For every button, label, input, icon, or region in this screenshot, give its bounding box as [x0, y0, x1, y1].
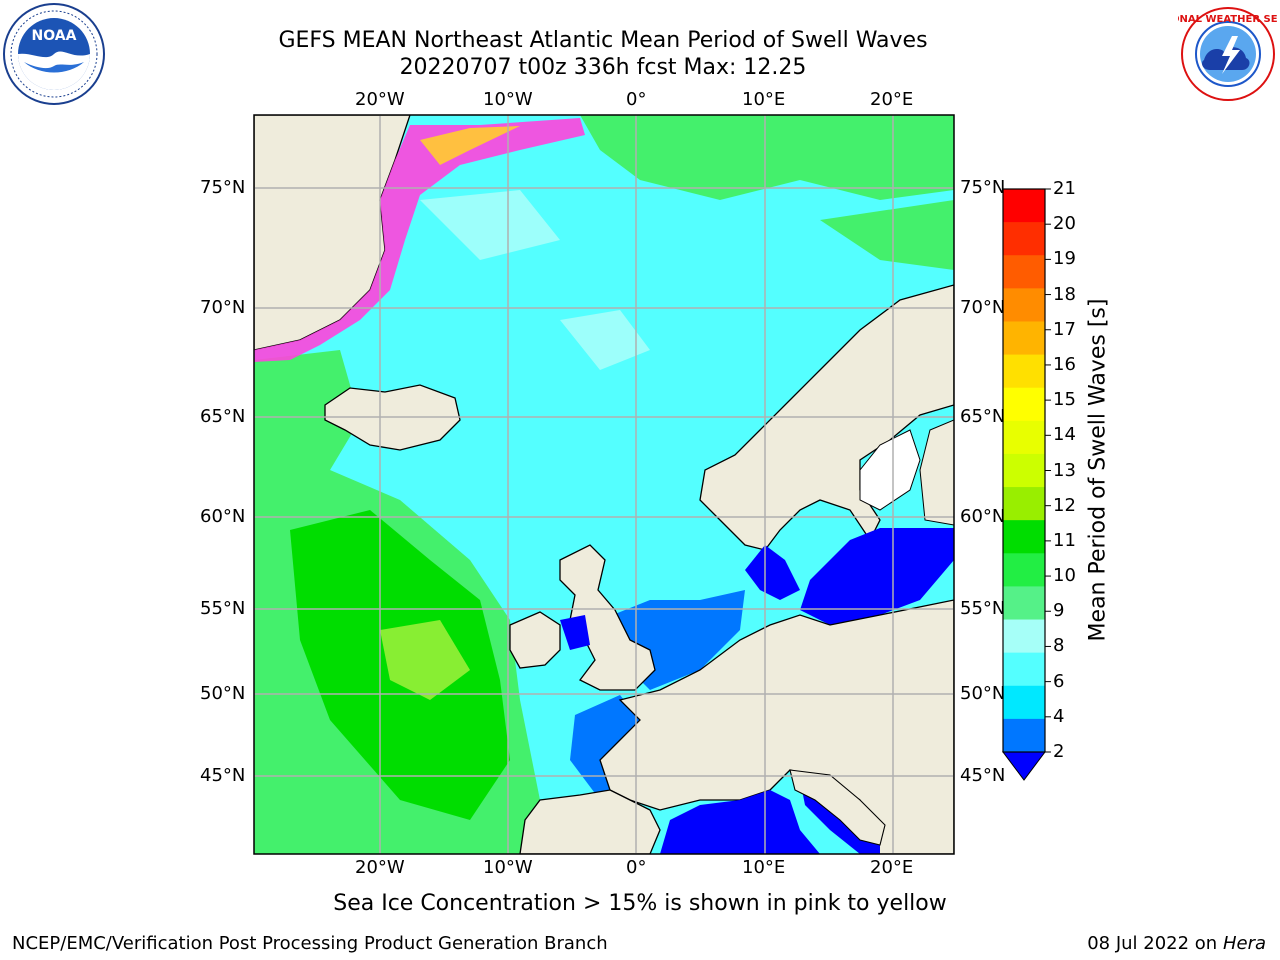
colorbar-tick-label: 15 [1053, 389, 1076, 411]
lon-label-top: 10°E [742, 89, 786, 110]
sea-kattegat [745, 545, 800, 600]
sea-mediterranean [660, 790, 820, 854]
colorbar-segment [1003, 288, 1045, 322]
sea-ice-note: Sea Ice Concentration > 15% is shown in … [333, 891, 947, 916]
colorbar-tick-label: 13 [1053, 459, 1076, 481]
colorbar-segment [1003, 685, 1045, 720]
swell-yellowgreen [380, 620, 470, 700]
lat-label-right: 60°N [960, 506, 1006, 527]
footer-host: Hera [1222, 933, 1266, 954]
lat-label-right: 55°N [960, 598, 1006, 619]
lat-label-right: 45°N [960, 765, 1006, 786]
swell-green-northeast [820, 200, 954, 270]
lon-label-top: 0° [626, 89, 647, 110]
colorbar-segment [1003, 586, 1045, 621]
colorbar-tick-label: 8 [1053, 635, 1065, 657]
footer-credit: NCEP/EMC/Verification Post Processing Pr… [12, 933, 608, 954]
noaa-logo-text: NOAA [32, 28, 77, 44]
lon-label-bottom: 20°E [870, 857, 914, 878]
lon-label-bottom: 10°E [742, 857, 786, 878]
colorbar-tick-label: 6 [1053, 670, 1065, 692]
colorbar-tick-label: 12 [1053, 494, 1076, 516]
gulf-of-bothnia [859, 429, 921, 511]
colorbar-segment [1003, 718, 1045, 753]
colorbar-segment [1003, 553, 1045, 587]
colorbar-segment [1003, 652, 1045, 687]
colorbar-label: Mean Period of Swell Waves [s] [1085, 298, 1111, 642]
lat-label-right: 70°N [960, 297, 1006, 318]
lat-label-left: 50°N [200, 683, 246, 704]
colorbar-tick-label: 18 [1053, 283, 1076, 305]
colorbar-segment [1003, 189, 1045, 223]
lon-label-bottom: 0° [626, 857, 647, 878]
swell-green-north [580, 115, 954, 200]
lat-label-left: 65°N [200, 406, 246, 427]
swell-pale-patch-2 [420, 190, 560, 260]
lat-label-left: 45°N [200, 765, 246, 786]
colorbar-segment [1003, 420, 1045, 455]
sea-irish [560, 615, 590, 650]
sea-ice-pink [254, 118, 585, 362]
colorbar-segment [1003, 321, 1045, 356]
colorbar-tick-label: 11 [1053, 529, 1076, 551]
colorbar-segment [1003, 222, 1045, 256]
lon-label-top: 20°E [870, 89, 914, 110]
sea-baltic [800, 528, 954, 625]
colorbar-tick-label: 10 [1053, 565, 1076, 587]
colorbar-extend-arrow [1002, 751, 1046, 781]
sea-ice-yellow [420, 126, 520, 165]
lat-label-right: 65°N [960, 406, 1006, 427]
chart-subtitle: 20220707 t00z 336h fcst Max: 12.25 [399, 55, 807, 80]
colorbar-tick-label: 16 [1053, 353, 1076, 375]
colorbar-tick-label: 14 [1053, 424, 1076, 446]
colorbar-segment [1003, 487, 1045, 521]
colorbar-segment [1003, 520, 1045, 554]
colorbar-tick-label: 20 [1053, 213, 1076, 235]
footer-date: 08 Jul 2022 on Hera [1087, 933, 1266, 954]
lat-label-left: 60°N [200, 506, 246, 527]
nws-logo: NATIONAL WEATHER SERVICE [1178, 7, 1278, 101]
colorbar-frame [1002, 188, 1046, 753]
graticule [254, 115, 954, 854]
colorbar-tick-label: 21 [1053, 178, 1076, 199]
lon-label-top: 20°W [355, 89, 405, 110]
footer-date-text: 08 Jul 2022 on [1087, 933, 1223, 954]
lat-label-left: 70°N [200, 297, 246, 318]
colorbar-tick-label: 19 [1053, 248, 1076, 270]
colorbar-segment [1003, 619, 1045, 654]
colorbar-segment [1003, 255, 1045, 289]
lat-label-right: 50°N [960, 683, 1006, 704]
colorbar-tick-label: 9 [1053, 600, 1065, 622]
land-great-britain [559, 544, 656, 691]
lat-label-left: 75°N [200, 177, 246, 198]
noaa-logo: NOAA [3, 3, 105, 105]
swell-pale-patch [560, 310, 650, 370]
lat-label-right: 75°N [960, 177, 1006, 198]
colorbar-segment [1003, 453, 1045, 488]
nws-logo-text: NATIONAL WEATHER SERVICE [1178, 14, 1278, 25]
colorbar [1003, 188, 1051, 753]
lon-label-bottom: 10°W [483, 857, 533, 878]
land-finland [919, 419, 954, 526]
chart-title: GEFS MEAN Northeast Atlantic Mean Period… [278, 28, 928, 53]
lon-label-top: 10°W [483, 89, 533, 110]
lat-label-left: 55°N [200, 598, 246, 619]
land-iberia [519, 789, 661, 854]
colorbar-segment [1003, 387, 1045, 422]
map-frame [253, 114, 955, 855]
map-area [254, 115, 954, 854]
land-italy [789, 769, 886, 846]
colorbar-tick-label: 17 [1053, 318, 1076, 340]
colorbar-tick-label: 2 [1053, 741, 1065, 762]
colorbar-segment [1003, 354, 1045, 389]
colorbar-tick-label: 4 [1053, 705, 1065, 727]
lon-label-bottom: 20°W [355, 857, 405, 878]
land-ireland [509, 611, 561, 669]
